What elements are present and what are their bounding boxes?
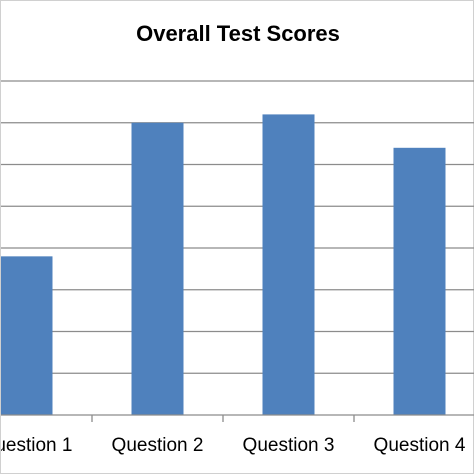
x-axis	[1, 414, 474, 422]
x-tick-label: Question 3	[243, 435, 335, 456]
bar-question-1	[1, 256, 53, 415]
bar-question-2	[131, 122, 184, 415]
x-tick-label: Question 2	[112, 435, 204, 456]
x-tick-label: Question 1	[1, 435, 72, 456]
bar-question-4	[393, 147, 446, 416]
bar-question-3	[262, 114, 315, 416]
chart-title: Overall Test Scores	[136, 21, 340, 46]
grid-lines	[1, 80, 474, 374]
x-tick-label: Question 4	[374, 435, 466, 456]
x-tick-labels: Question 1 Question 2 Question 3 Question 4…	[1, 435, 466, 456]
bars	[1, 114, 446, 416]
